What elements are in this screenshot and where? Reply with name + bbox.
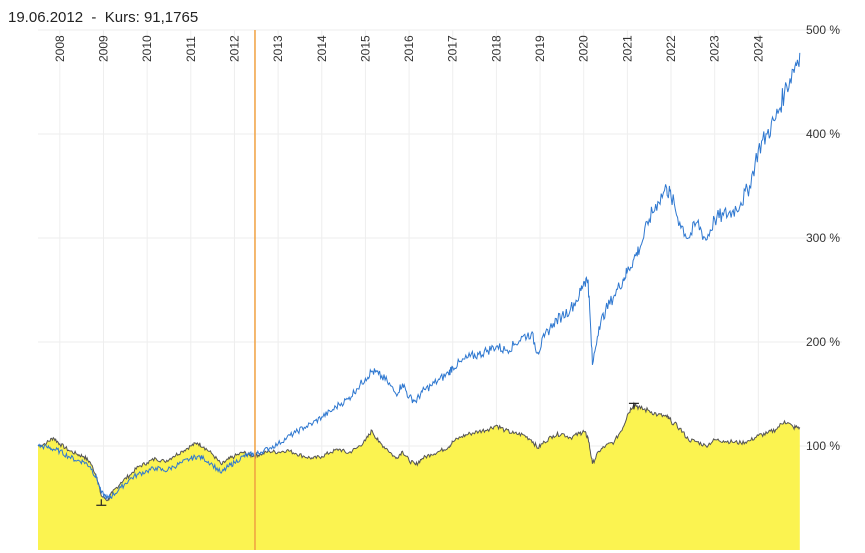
- x-tick-label: 2021: [620, 35, 634, 62]
- markers-layer: [96, 30, 639, 550]
- x-tick-label: 2009: [96, 35, 110, 62]
- x-tick-label: 2011: [184, 36, 198, 62]
- series-layer: [37, 52, 801, 550]
- kurs-label: Kurs:: [104, 9, 140, 26]
- x-tick-label: 2016: [402, 35, 416, 62]
- x-tick-label: 2022: [664, 35, 678, 62]
- benchmark-series-line: [37, 52, 801, 500]
- y-axis: 100 % 200 % 300 % 400 % 500 %: [806, 23, 840, 453]
- kurs-value: 91,1765: [143, 9, 199, 26]
- x-tick-label: 2014: [315, 35, 329, 62]
- x-axis: 2008 2009 2010 2011 2012 2013 2014 2015 2016 2017…: [53, 35, 766, 62]
- area-series-fill: [38, 403, 800, 550]
- x-tick-label: 2013: [271, 35, 285, 62]
- header-separator: -: [91, 9, 97, 26]
- x-tick-label: 2010: [140, 35, 154, 62]
- high-marker: [628, 402, 639, 410]
- area-series-line: [37, 401, 801, 502]
- x-tick-label: 2012: [227, 35, 241, 62]
- x-tick-label: 2017: [446, 35, 460, 62]
- x-tick-label: 2024: [751, 35, 765, 62]
- y-tick-label: 400 %: [806, 127, 840, 141]
- y-tick-label: 100 %: [806, 439, 840, 453]
- y-tick-label: 500 %: [806, 23, 840, 37]
- low-marker: [96, 499, 107, 506]
- x-tick-label: 2019: [533, 35, 547, 62]
- y-tick-label: 200 %: [806, 335, 840, 349]
- x-tick-label: 2023: [708, 35, 722, 62]
- x-tick-label: 2018: [489, 35, 503, 62]
- chart-header: 19.06.2012 - Kurs: 91,1765: [8, 9, 198, 26]
- x-tick-label: 2008: [53, 35, 67, 62]
- y-tick-label: 300 %: [806, 231, 840, 245]
- x-tick-label: 2015: [358, 35, 372, 62]
- cursor-date: 19.06.2012: [8, 9, 84, 26]
- x-tick-label: 2020: [577, 35, 591, 62]
